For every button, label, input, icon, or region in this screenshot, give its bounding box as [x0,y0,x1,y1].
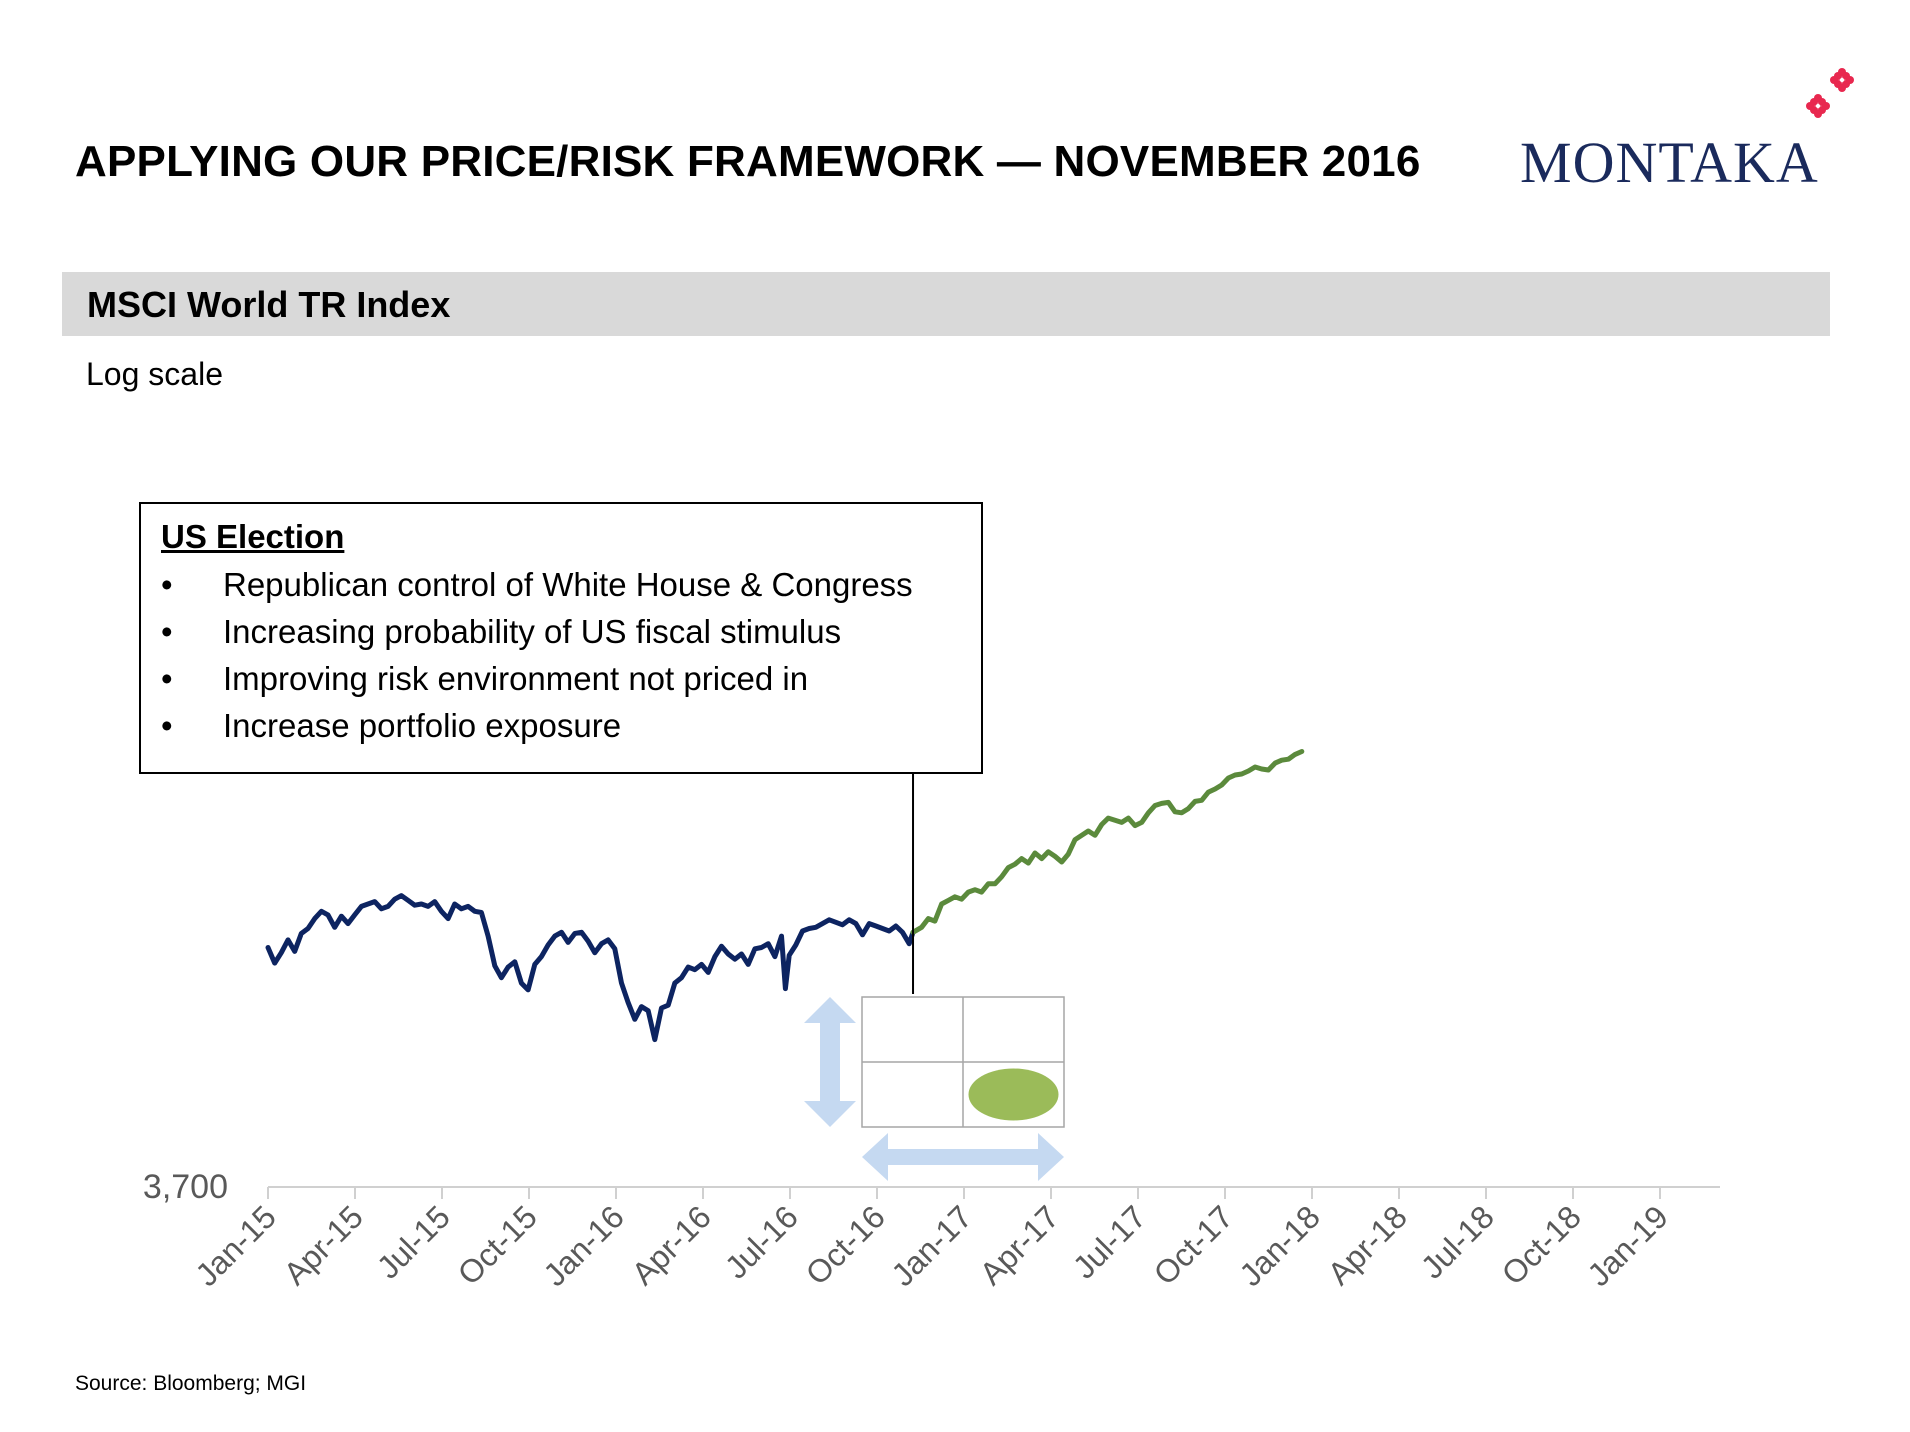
x-tick-label: Apr-17 [973,1198,1066,1291]
x-tick-label: Jan-17 [884,1198,979,1293]
x-tick-label: Jan-18 [1232,1198,1327,1293]
matrix-highlight-marker [968,1068,1059,1121]
x-tick-label: Jul-15 [370,1198,457,1285]
x-tick-label: Apr-16 [625,1198,718,1291]
callout-title: US Election [161,518,345,555]
price-risk-matrix [804,996,1065,1181]
x-tick-label: Apr-15 [277,1198,370,1291]
x-tick-label: Jul-16 [718,1198,805,1285]
montaka-logo: MONTAKA [1520,62,1860,202]
election-callout: US Election • Republican control of Whit… [139,502,983,774]
bullet: • [161,660,173,697]
logo-text: MONTAKA [1520,130,1819,195]
x-tick-label: Oct-17 [1147,1198,1240,1291]
section-title: MSCI World TR Index [87,284,451,325]
x-tick-label: Jan-16 [536,1198,631,1293]
bullet: • [161,566,173,603]
callout-item-text: Increase portfolio exposure [223,707,622,744]
x-tick-label: Jul-17 [1066,1198,1153,1285]
callout-item-text: Improving risk environment not priced in [223,660,809,697]
pre-election-series-line [265,893,916,1043]
section-bar: MSCI World TR Index [62,272,1830,336]
series-layer [265,749,1305,1043]
flower-mark-icon [1806,68,1854,118]
callout-item-text: Increasing probability of US fiscal stim… [223,613,842,650]
y-tick-label: 3,700 [143,1168,228,1206]
x-tick-label: Jan-15 [188,1198,283,1293]
x-tick-label: Jan-19 [1580,1198,1675,1293]
page-title: APPLYING OUR PRICE/RISK FRAMEWORK — NOVE… [75,137,1421,186]
bullet: • [161,613,173,650]
scale-note: Log scale [86,356,223,392]
callout-item-text: Republican control of White House & Cong… [223,566,913,603]
left-right-arrow-icon [862,1133,1064,1181]
source-note: Source: Bloomberg; MGI [75,1372,307,1395]
x-tick-label: Oct-16 [799,1198,892,1291]
up-down-arrow-icon [804,997,856,1127]
x-tick-label: Oct-18 [1495,1198,1588,1291]
post-election-series-line [910,749,1305,935]
bullet: • [161,707,173,744]
x-tick-label: Oct-15 [451,1198,544,1291]
x-tick-label: Jul-18 [1414,1198,1501,1285]
x-tick-label: Apr-18 [1321,1198,1414,1291]
